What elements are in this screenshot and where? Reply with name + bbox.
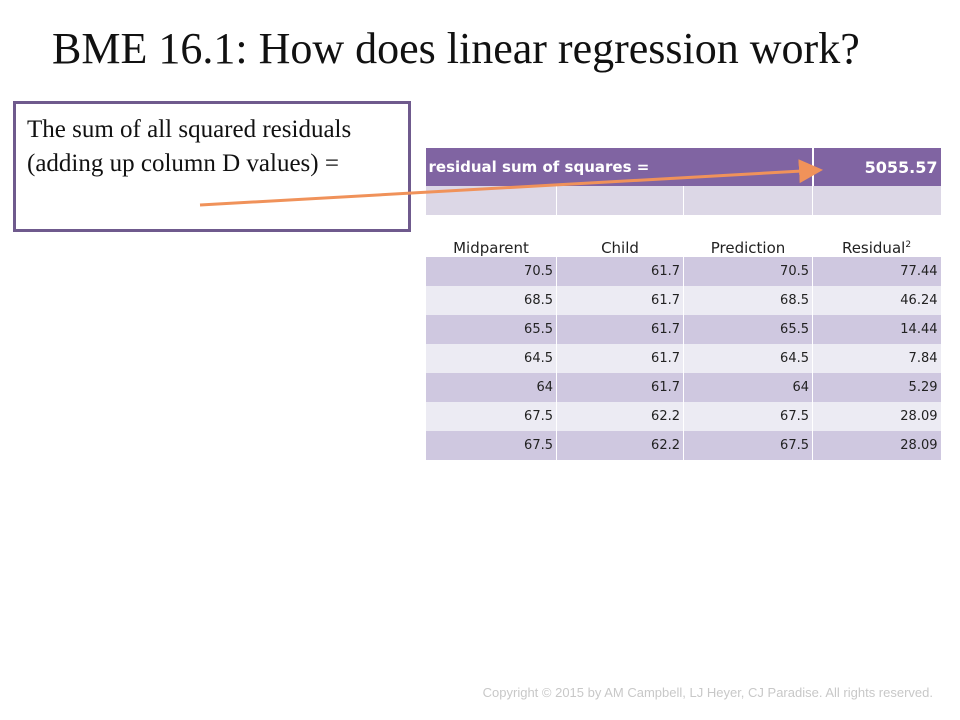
table-cell: 5.29 (812, 373, 941, 402)
table-cell: 68.5 (425, 286, 557, 315)
table-cell: 67.5 (683, 431, 813, 460)
header-midparent: Midparent (425, 215, 557, 257)
table-cell: 61.7 (556, 257, 684, 286)
table-cell: 77.44 (812, 257, 941, 286)
header-child: Child (556, 215, 684, 257)
table-cell: 64.5 (425, 344, 557, 373)
data-body: 70.5 61.7 70.5 77.44 68.5 61.7 68.5 46.24 65.5 61… (425, 257, 941, 460)
table-row: 65.5 61.7 65.5 14.44 (425, 315, 941, 344)
table-cell: 65.5 (425, 315, 557, 344)
blank-cell (425, 186, 557, 215)
header-residual-squared: Residual2 (812, 215, 941, 257)
table-row: 64 61.7 64 5.29 (425, 373, 941, 402)
table-cell: 46.24 (812, 286, 941, 315)
table-cell: 28.09 (812, 402, 941, 431)
blank-row (425, 186, 941, 215)
table-cell: 67.5 (425, 402, 557, 431)
table-cell: 68.5 (683, 286, 813, 315)
table-row: 67.5 62.2 67.5 28.09 (425, 402, 941, 431)
summary-row: residual sum of squares = 5055.57 (425, 148, 941, 186)
residual-superscript: 2 (905, 240, 912, 250)
summary-label: residual sum of squares = (425, 148, 814, 186)
table-cell: 28.09 (812, 431, 941, 460)
table-cell: 61.7 (556, 344, 684, 373)
blank-cell (556, 186, 684, 215)
header-prediction: Prediction (683, 215, 813, 257)
table-cell: 67.5 (425, 431, 557, 460)
table-cell: 64 (425, 373, 557, 402)
table-cell: 61.7 (556, 315, 684, 344)
header-residual-label: Residual (841, 239, 906, 257)
table-row: 67.5 62.2 67.5 28.09 (425, 431, 941, 460)
table-cell: 67.5 (683, 402, 813, 431)
table-cell: 70.5 (683, 257, 813, 286)
table-cell: 62.2 (556, 402, 684, 431)
table-cell: 62.2 (556, 431, 684, 460)
slide-title: BME 16.1: How does linear regression wor… (52, 24, 860, 73)
callout-text: The sum of all squared residuals (adding… (27, 116, 352, 177)
table-row: 68.5 61.7 68.5 46.24 (425, 286, 941, 315)
blank-cell (683, 186, 813, 215)
table-cell: 61.7 (556, 373, 684, 402)
table-cell: 61.7 (556, 286, 684, 315)
table-row: 64.5 61.7 64.5 7.84 (425, 344, 941, 373)
table-cell: 65.5 (683, 315, 813, 344)
table-cell: 64 (683, 373, 813, 402)
callout-box: The sum of all squared residuals (adding… (13, 101, 411, 232)
header-row: Midparent Child Prediction Residual2 (425, 215, 941, 257)
copyright-notice: Copyright © 2015 by AM Campbell, LJ Heye… (482, 685, 933, 700)
spreadsheet-table: residual sum of squares = 5055.57 Midpar… (425, 148, 941, 460)
blank-cell (812, 186, 941, 215)
table-row: 70.5 61.7 70.5 77.44 (425, 257, 941, 286)
table-cell: 14.44 (812, 315, 941, 344)
table-cell: 70.5 (425, 257, 557, 286)
summary-value: 5055.57 (812, 148, 941, 186)
table-cell: 7.84 (812, 344, 941, 373)
table-cell: 64.5 (683, 344, 813, 373)
